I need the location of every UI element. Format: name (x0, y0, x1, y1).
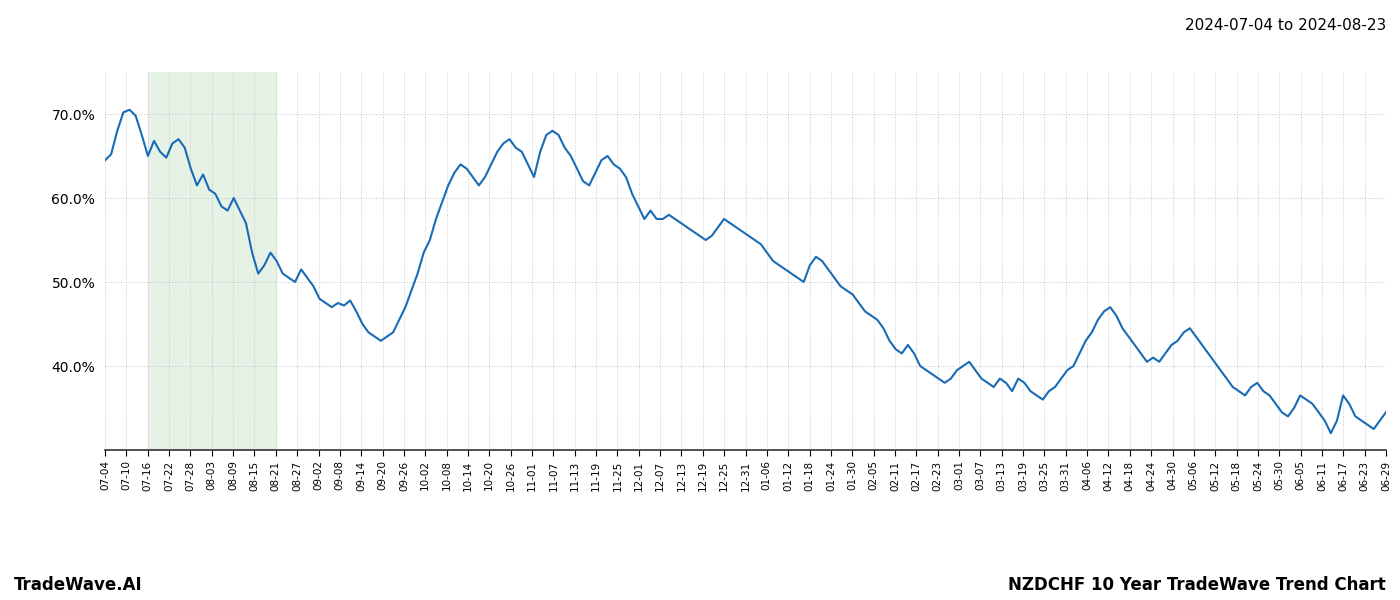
Text: TradeWave.AI: TradeWave.AI (14, 576, 143, 594)
Text: NZDCHF 10 Year TradeWave Trend Chart: NZDCHF 10 Year TradeWave Trend Chart (1008, 576, 1386, 594)
Text: 2024-07-04 to 2024-08-23: 2024-07-04 to 2024-08-23 (1184, 18, 1386, 33)
Bar (148, 72, 276, 450)
